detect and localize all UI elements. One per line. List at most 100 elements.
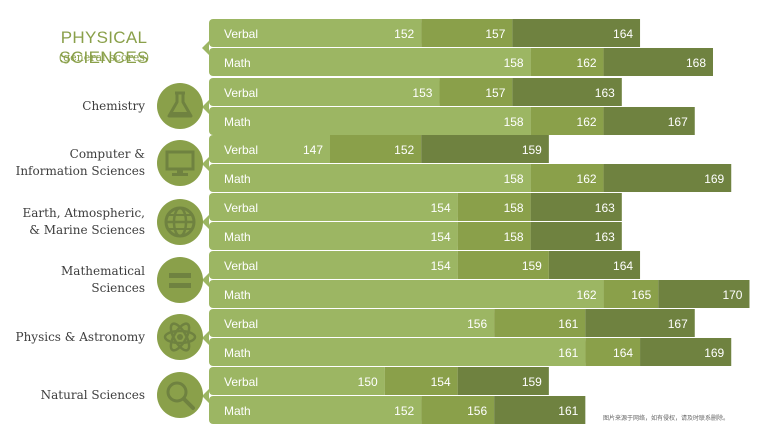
magnifier-icon bbox=[166, 381, 195, 410]
bar-segment-p75 bbox=[585, 309, 695, 337]
data-label: 159 bbox=[522, 259, 542, 273]
chart-subtitle: (general scores) bbox=[58, 51, 150, 64]
data-label: 158 bbox=[504, 201, 524, 215]
group-pointer bbox=[202, 215, 209, 229]
data-label: 165 bbox=[631, 288, 651, 302]
atom-icon bbox=[163, 322, 197, 352]
chart-title: PHYSICAL SCIENCES bbox=[59, 28, 149, 67]
bar-segment-p25-fill bbox=[215, 280, 604, 308]
bar-segment-p25-fill bbox=[215, 367, 385, 395]
bar-segment-p25-fill bbox=[215, 251, 458, 279]
flask-icon-glyph bbox=[167, 91, 193, 118]
bar-segment-p50 bbox=[384, 367, 458, 395]
data-label: 162 bbox=[577, 172, 597, 186]
data-label: 161 bbox=[558, 346, 578, 360]
category-label: Chemistry bbox=[82, 98, 145, 113]
row-label: Verbal bbox=[224, 259, 258, 273]
category-group: Verbal 147 152 159 Math 158 162 169 bbox=[202, 135, 732, 192]
data-label: 167 bbox=[668, 115, 688, 129]
category-group: Verbal 156 161 167 Math 161 164 169 bbox=[202, 309, 732, 366]
data-label: 169 bbox=[704, 172, 724, 186]
bar-segment-p75 bbox=[457, 367, 549, 395]
category-label: Earth, Atmospheric, & Marine Sciences bbox=[22, 206, 146, 237]
bar-segment-p50 bbox=[530, 164, 604, 192]
group-pointer bbox=[202, 41, 209, 55]
bar-segment-p75 bbox=[603, 164, 732, 192]
atom-icon-glyph bbox=[163, 322, 197, 352]
bar-segment-p50 bbox=[457, 222, 531, 250]
bar-segment-p25-fill bbox=[215, 309, 495, 337]
atom-icon bbox=[157, 314, 203, 360]
bar-segment-p25-fill bbox=[215, 135, 330, 163]
group-pointer bbox=[202, 331, 209, 345]
data-label: 156 bbox=[467, 317, 487, 331]
bar-segment-p25-fill bbox=[215, 338, 586, 366]
monitor-screen bbox=[165, 150, 195, 171]
bar-segment-p50 bbox=[603, 280, 659, 308]
data-label: 164 bbox=[613, 259, 633, 273]
bar-segment-p25-fill bbox=[215, 193, 458, 221]
data-label: 154 bbox=[431, 259, 451, 273]
data-label: 159 bbox=[522, 375, 542, 389]
row-label: Math bbox=[224, 404, 251, 418]
bar-segment-p25-fill bbox=[215, 48, 531, 76]
watermark-text: 图片来源于网络，如有侵权，请及时联系删除。 bbox=[603, 415, 730, 422]
group-pointer bbox=[202, 273, 209, 287]
bar-segment-p25-fill bbox=[215, 222, 458, 250]
group-pointer bbox=[202, 389, 209, 403]
bar-segment-p25-fill bbox=[215, 78, 440, 106]
data-label: 156 bbox=[467, 404, 487, 418]
bar-segment-p75 bbox=[603, 48, 713, 76]
data-label: 152 bbox=[394, 143, 414, 157]
atom-nucleus bbox=[177, 334, 183, 340]
bar-segment-p25-fill bbox=[215, 107, 531, 135]
data-label: 157 bbox=[485, 27, 505, 41]
bar-segment-p25-fill bbox=[215, 164, 531, 192]
equals-bar-top bbox=[169, 273, 191, 278]
data-label: 162 bbox=[577, 56, 597, 70]
data-label: 161 bbox=[558, 317, 578, 331]
magnifier-icon bbox=[157, 372, 203, 418]
data-label: 170 bbox=[722, 288, 742, 302]
row-label: Verbal bbox=[224, 86, 258, 100]
row-label: Verbal bbox=[224, 201, 258, 215]
monitor-icon bbox=[165, 150, 195, 176]
flask-icon bbox=[157, 83, 203, 129]
bar-segment-p50 bbox=[439, 78, 513, 106]
bar-segment-p50 bbox=[585, 338, 641, 366]
data-label: 147 bbox=[303, 143, 323, 157]
row-label: Verbal bbox=[224, 317, 258, 331]
bar-segment-p50 bbox=[457, 251, 549, 279]
data-label: 152 bbox=[394, 27, 414, 41]
data-label: 162 bbox=[577, 115, 597, 129]
category-group: Verbal 154 159 164 Math 162 165 170 bbox=[202, 251, 750, 308]
category-label: Computer & Information Sciences bbox=[15, 147, 145, 178]
data-label: 158 bbox=[504, 115, 524, 129]
category-group: Verbal 150 154 159 Math 152 156 161 bbox=[202, 367, 586, 424]
bar-segment-p75 bbox=[548, 251, 641, 279]
magnifier-icon-glyph bbox=[166, 381, 195, 410]
monitor-base bbox=[172, 173, 188, 176]
data-label: 152 bbox=[394, 404, 414, 418]
bar-segment-p75 bbox=[494, 396, 586, 424]
bar-segment-p75 bbox=[512, 19, 641, 47]
row-label: Verbal bbox=[224, 143, 258, 157]
bar-segment-p25-fill bbox=[215, 396, 422, 424]
category-group: Verbal 152 157 164 Math 158 162 168 bbox=[202, 19, 713, 76]
bar-segment-p50 bbox=[330, 135, 422, 163]
data-label: 159 bbox=[522, 143, 542, 157]
row-label: Verbal bbox=[224, 27, 258, 41]
magnifier-handle bbox=[182, 397, 195, 410]
monitor-icon bbox=[157, 140, 203, 186]
category-group: Verbal 154 158 163 Math 154 158 163 bbox=[202, 193, 622, 250]
data-label: 164 bbox=[613, 346, 633, 360]
magnifier-lens bbox=[166, 381, 188, 403]
bar-segment-p50 bbox=[530, 107, 604, 135]
data-label: 161 bbox=[558, 404, 578, 418]
category-label: Mathematical Sciences bbox=[61, 264, 145, 295]
bar-segment-p50 bbox=[494, 309, 586, 337]
data-label: 158 bbox=[504, 230, 524, 244]
row-label: Verbal bbox=[224, 375, 258, 389]
